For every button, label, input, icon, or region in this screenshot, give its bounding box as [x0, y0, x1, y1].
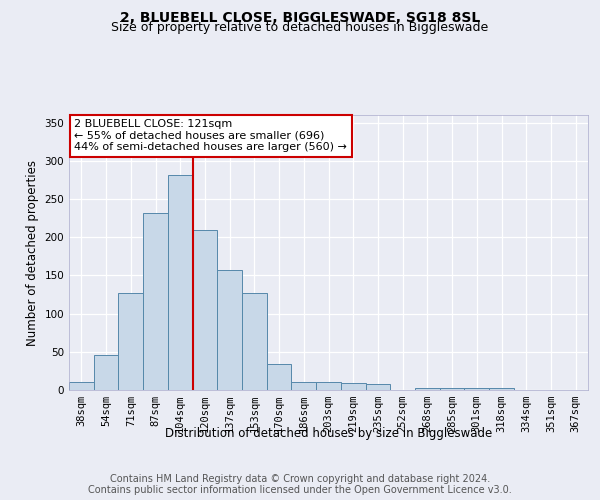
Bar	[94, 355, 118, 390]
Bar	[341, 383, 365, 390]
Text: 2 BLUEBELL CLOSE: 121sqm
← 55% of detached houses are smaller (696)
44% of semi-: 2 BLUEBELL CLOSE: 121sqm ← 55% of detach…	[74, 119, 347, 152]
Bar	[242, 293, 267, 390]
Bar	[440, 388, 464, 390]
Bar	[193, 230, 217, 390]
Text: 2, BLUEBELL CLOSE, BIGGLESWADE, SG18 8SL: 2, BLUEBELL CLOSE, BIGGLESWADE, SG18 8SL	[120, 11, 480, 25]
Text: Contains public sector information licensed under the Open Government Licence v3: Contains public sector information licen…	[88, 485, 512, 495]
Bar	[143, 213, 168, 390]
Bar	[168, 176, 193, 390]
Y-axis label: Number of detached properties: Number of detached properties	[26, 160, 39, 346]
Bar	[365, 384, 390, 390]
Text: Distribution of detached houses by size in Biggleswade: Distribution of detached houses by size …	[165, 428, 493, 440]
Text: Size of property relative to detached houses in Biggleswade: Size of property relative to detached ho…	[112, 21, 488, 34]
Bar	[415, 388, 440, 390]
Bar	[118, 293, 143, 390]
Bar	[292, 382, 316, 390]
Bar	[69, 382, 94, 390]
Bar	[489, 388, 514, 390]
Bar	[464, 388, 489, 390]
Text: Contains HM Land Registry data © Crown copyright and database right 2024.: Contains HM Land Registry data © Crown c…	[110, 474, 490, 484]
Bar	[316, 382, 341, 390]
Bar	[267, 364, 292, 390]
Bar	[217, 270, 242, 390]
